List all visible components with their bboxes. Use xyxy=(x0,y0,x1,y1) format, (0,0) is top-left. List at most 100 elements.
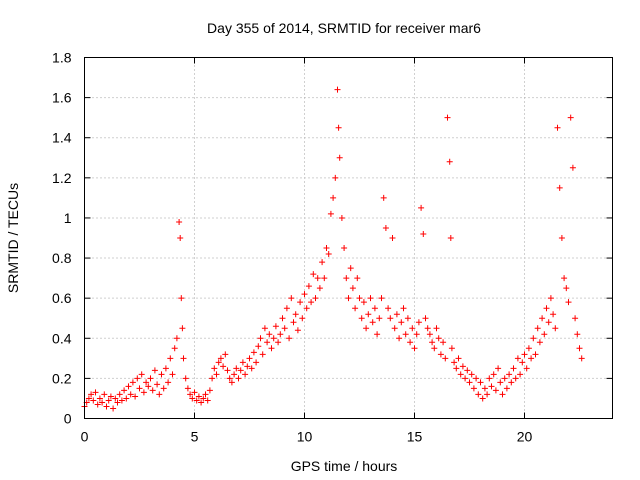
data-point xyxy=(325,251,332,258)
data-point xyxy=(352,305,359,312)
data-point xyxy=(184,385,191,392)
data-point xyxy=(435,335,442,342)
data-point xyxy=(468,371,475,378)
data-point xyxy=(112,395,119,402)
data-point xyxy=(517,371,524,378)
data-points xyxy=(81,86,585,412)
data-point xyxy=(204,397,211,404)
data-point xyxy=(473,375,480,382)
data-point xyxy=(301,291,308,298)
data-point xyxy=(360,299,367,306)
data-point xyxy=(475,391,482,398)
data-point xyxy=(525,345,532,352)
data-point xyxy=(191,389,198,396)
data-point xyxy=(345,295,352,302)
data-point xyxy=(169,371,176,378)
data-point xyxy=(162,365,169,372)
chart-title: Day 355 of 2014, SRMTID for receiver mar… xyxy=(207,20,481,36)
data-point xyxy=(550,311,557,318)
data-point xyxy=(492,387,499,394)
data-point xyxy=(363,325,370,332)
x-tick-label: 10 xyxy=(297,429,313,445)
data-point xyxy=(338,214,345,221)
x-tick-label: 0 xyxy=(81,429,89,445)
x-tick-label: 20 xyxy=(517,429,533,445)
data-point xyxy=(457,371,464,378)
data-point xyxy=(431,345,438,352)
data-point xyxy=(484,391,491,398)
data-point xyxy=(211,365,218,372)
data-point xyxy=(242,371,249,378)
data-point xyxy=(396,335,403,342)
data-point xyxy=(319,259,326,266)
data-point xyxy=(217,355,224,362)
data-point xyxy=(323,245,330,252)
data-point xyxy=(382,224,389,231)
data-point xyxy=(105,397,112,404)
data-point xyxy=(556,184,563,191)
data-point xyxy=(268,345,275,352)
data-point xyxy=(138,371,145,378)
data-point xyxy=(409,325,416,332)
data-point xyxy=(165,379,172,386)
data-point xyxy=(391,325,398,332)
data-point xyxy=(528,355,535,362)
data-point xyxy=(187,391,194,398)
data-point xyxy=(283,305,290,312)
data-point xyxy=(281,325,288,332)
data-point xyxy=(314,275,321,282)
data-point xyxy=(532,351,539,358)
y-tick-label: 1.8 xyxy=(52,50,72,66)
data-point xyxy=(330,194,337,201)
data-point xyxy=(145,383,152,390)
data-point xyxy=(481,385,488,392)
data-point xyxy=(514,355,521,362)
data-point xyxy=(134,375,141,382)
data-point xyxy=(565,299,572,306)
data-point xyxy=(180,355,187,362)
data-point xyxy=(182,375,189,382)
data-point xyxy=(508,379,515,386)
data-point xyxy=(448,345,455,352)
data-point xyxy=(297,299,304,306)
data-point xyxy=(90,397,97,404)
data-point xyxy=(99,399,106,406)
data-point xyxy=(116,391,123,398)
data-point xyxy=(470,385,477,392)
data-point xyxy=(312,295,319,302)
data-point xyxy=(123,395,130,402)
data-point xyxy=(422,315,429,322)
data-point xyxy=(433,325,440,332)
data-point xyxy=(140,389,147,396)
data-point xyxy=(510,365,517,372)
data-point xyxy=(446,158,453,165)
data-point xyxy=(490,371,497,378)
data-point xyxy=(341,245,348,252)
data-point xyxy=(415,319,422,326)
y-tick-label: 1.6 xyxy=(52,90,72,106)
y-tick-label: 0.4 xyxy=(52,330,72,346)
data-point xyxy=(547,295,554,302)
data-point xyxy=(272,323,279,330)
data-point xyxy=(213,371,220,378)
data-point xyxy=(143,379,150,386)
data-point xyxy=(437,351,444,358)
data-point xyxy=(277,331,284,338)
data-point xyxy=(303,305,310,312)
data-point xyxy=(543,305,550,312)
data-point xyxy=(545,319,552,326)
x-tick-label: 5 xyxy=(191,429,199,445)
data-point xyxy=(447,235,454,241)
data-point xyxy=(96,395,103,402)
data-point xyxy=(299,315,306,322)
data-point xyxy=(179,325,186,332)
data-point xyxy=(523,365,530,372)
data-point xyxy=(558,235,565,241)
data-point xyxy=(88,391,95,398)
y-axis-title: SRMTID / TECUs xyxy=(5,183,21,293)
data-point xyxy=(275,339,282,346)
data-point xyxy=(246,355,253,362)
data-point xyxy=(110,405,117,412)
data-point xyxy=(136,385,143,392)
